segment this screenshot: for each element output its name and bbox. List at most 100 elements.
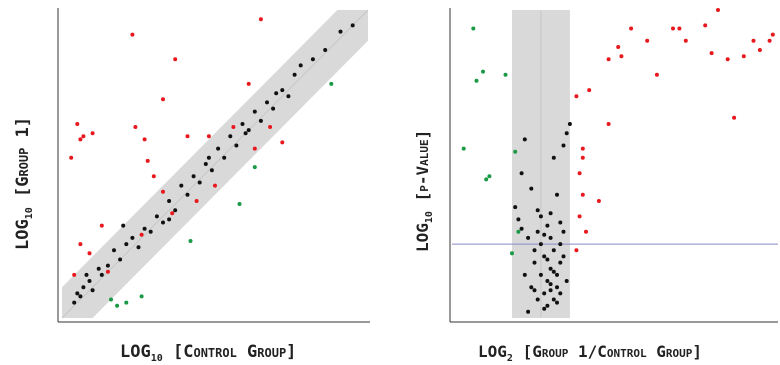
black-data-point [234,143,239,148]
black-data-point [292,72,297,77]
black-data-point [555,192,559,197]
red-data-point [105,269,110,274]
red-data-point [252,146,257,151]
red-data-point [606,57,611,62]
red-data-point [246,81,251,86]
green-data-point [109,297,113,302]
black-data-point [532,288,537,293]
green-data-point [484,177,489,182]
black-data-point [271,106,276,111]
black-data-point [561,254,566,259]
red-data-point [75,122,80,126]
red-data-point [580,146,585,151]
black-data-point [558,260,563,265]
green-data-point [481,69,485,74]
black-data-point [84,272,89,277]
red-data-point [161,97,165,102]
black-data-point [121,223,126,228]
black-data-point [516,217,521,222]
black-data-point [532,260,537,265]
red-data-point [185,134,190,139]
red-data-point [231,125,236,129]
red-data-point [78,242,83,247]
black-data-point [203,162,208,166]
red-data-point [732,115,737,120]
black-data-point [535,297,540,302]
green-data-point [503,72,508,77]
red-data-point [577,171,582,176]
red-data-point [629,26,634,31]
black-data-point [197,180,202,185]
red-data-point [616,45,621,49]
red-data-point [139,232,144,237]
red-data-point [133,125,138,129]
black-data-point [96,266,101,271]
left-points-layer [69,17,355,308]
black-data-point [567,122,572,126]
black-data-point [555,272,559,277]
black-data-point [548,266,553,271]
red-data-point [151,174,156,179]
black-data-point [551,248,556,253]
red-data-point [757,48,762,52]
red-data-point [194,199,199,203]
black-data-point [240,122,245,126]
black-data-point [191,174,196,179]
green-data-point [516,229,521,234]
black-data-point [179,183,184,188]
red-data-point [619,54,624,59]
black-data-point [209,168,214,173]
black-data-point [529,186,534,191]
black-data-point [118,257,123,262]
red-data-point [751,38,756,43]
black-data-point [564,131,569,136]
black-data-point [105,263,110,268]
red-data-point [709,51,714,56]
black-data-point [228,134,233,139]
red-data-point [580,192,585,197]
black-data-point [551,155,556,160]
green-data-point [487,174,492,179]
black-data-point [535,229,540,234]
right-points-layer [461,8,775,314]
black-data-point [99,272,104,277]
black-data-point [542,232,547,237]
right-ylabel-sub: 10 [424,211,435,223]
red-data-point [142,137,147,142]
green-data-point [510,251,514,256]
green-data-point [329,81,334,86]
black-data-point [548,235,553,240]
black-data-point [545,223,550,228]
red-data-point [671,26,675,31]
black-data-point [280,88,285,93]
green-data-point [474,78,479,83]
black-data-point [350,23,355,28]
black-data-point [161,220,165,225]
black-data-point [545,279,550,283]
black-data-point [548,282,553,287]
black-data-point [558,220,563,225]
black-data-point [216,146,221,151]
black-data-point [286,94,291,99]
black-data-point [298,63,303,68]
black-data-point [246,128,251,133]
black-data-point [545,257,550,262]
red-data-point [145,158,150,163]
red-data-point [170,211,175,216]
red-data-point [99,223,104,228]
green-data-point [188,239,193,243]
black-data-point [555,285,559,290]
left-scatter-plot: LOG10 [Control Group] LOG10 [Group 1] [13,8,370,364]
right-xlabel-sub: 2 [507,353,513,364]
black-data-point [561,143,566,148]
red-data-point [587,88,592,93]
black-data-point [542,291,547,296]
black-data-point [206,155,211,160]
black-data-point [542,306,547,311]
red-data-point [72,272,77,277]
black-data-point [148,229,153,234]
right-xlabel-rest: [Group 1/Control Group] [513,342,702,361]
black-data-point [252,109,257,114]
black-data-point [222,155,227,160]
